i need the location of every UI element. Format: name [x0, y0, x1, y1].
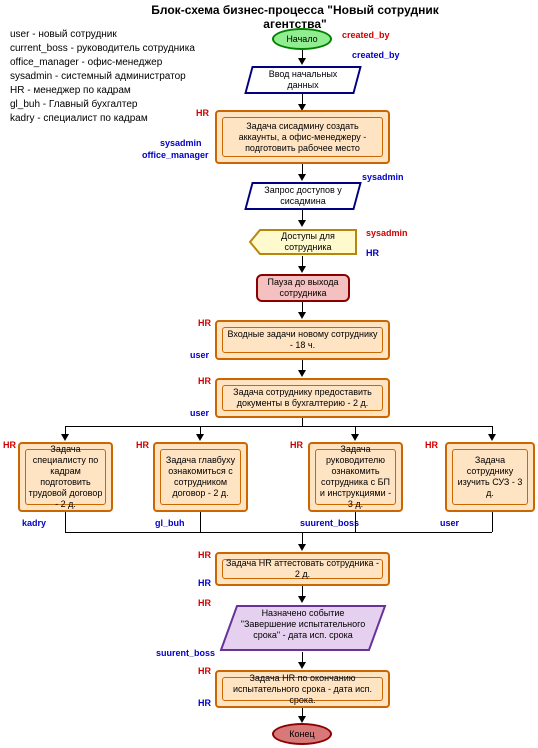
task-docs: Задача сотруднику предоставить документы… — [215, 378, 390, 418]
pause-label: Пауза до выхода сотрудника — [260, 277, 346, 299]
role-label: user — [190, 408, 209, 418]
task-user-suz: Задача сотруднику изучить СУЗ - 3 д. — [445, 442, 535, 512]
role-label: HR — [198, 598, 211, 608]
start-node: Начало — [272, 28, 332, 50]
diagram-title: Блок-схема бизнес-процесса "Новый сотруд… — [130, 3, 460, 31]
start-label: Начало — [286, 34, 317, 45]
task-attest: Задача HR аттестовать сотрудника - 2 д. — [215, 552, 390, 586]
role-label: HR — [290, 440, 303, 450]
access-req-label: Запрос доступов у сисадмина — [252, 185, 354, 207]
role-label: HR — [198, 578, 211, 588]
task-label: Задача сотруднику предоставить документы… — [225, 387, 380, 409]
legend-item: gl_buh - Главный бухгалтер — [10, 98, 195, 112]
task-label: Задача HR по окончанию испытательного ср… — [225, 673, 380, 706]
pause-node: Пауза до выхода сотрудника — [256, 274, 350, 302]
event-node: Назначено событие "Завершение испытатель… — [219, 604, 387, 652]
role-label: gl_buh — [155, 518, 185, 528]
task-label: Задача главбуху ознакомиться с сотрудник… — [163, 455, 238, 499]
legend-item: office_manager - офис-менеджер — [10, 56, 195, 70]
end-label: Конец — [289, 729, 314, 740]
task-sysadmin-office: Задача сисадмину создать аккаунты, а офи… — [215, 110, 390, 164]
task-label: Задача HR аттестовать сотрудника - 2 д. — [225, 558, 380, 580]
role-label: user — [190, 350, 209, 360]
end-node: Конец — [272, 723, 332, 745]
role-label: suurent_boss — [156, 648, 215, 658]
role-label: HR — [425, 440, 438, 450]
signal-label: Доступы для сотрудника — [248, 228, 358, 253]
role-label: HR — [3, 440, 16, 450]
role-label: HR — [198, 318, 211, 328]
role-label: HR — [366, 248, 379, 258]
role-label: suurent_boss — [300, 518, 359, 528]
input-data-node: Ввод начальных данных — [244, 66, 362, 94]
task-glbuh: Задача главбуху ознакомиться с сотрудник… — [153, 442, 248, 512]
task-label: Задача сотруднику изучить СУЗ - 3 д. — [455, 455, 525, 499]
task-final-hr: Задача HR по окончанию испытательного ср… — [215, 670, 390, 708]
role-label: kadry — [22, 518, 46, 528]
role-label: sysadmin — [366, 228, 408, 238]
role-label: HR — [198, 376, 211, 386]
task-label: Задача специалисту по кадрам подготовить… — [28, 444, 103, 510]
task-kadry: Задача специалисту по кадрам подготовить… — [18, 442, 113, 512]
role-label: HR — [198, 666, 211, 676]
role-label: created_by — [342, 30, 390, 40]
role-label: created_by — [352, 50, 400, 60]
input-label: Ввод начальных данных — [252, 69, 354, 91]
role-label: HR — [196, 108, 209, 118]
role-label: user — [440, 518, 459, 528]
event-label: Назначено событие "Завершение испытатель… — [219, 604, 387, 645]
flowchart-canvas: Блок-схема бизнес-процесса "Новый сотруд… — [0, 0, 538, 748]
role-label: office_manager — [142, 150, 209, 160]
legend-item: user - новый сотрудник — [10, 28, 195, 42]
legend-item: kadry - специалист по кадрам — [10, 112, 195, 126]
task-label: Входные задачи новому сотруднику - 18 ч. — [225, 329, 380, 351]
signal-node: Доступы для сотрудника — [248, 228, 358, 256]
task-boss-bp: Задача руководителю ознакомить сотрудник… — [308, 442, 403, 512]
access-request-node: Запрос доступов у сисадмина — [244, 182, 362, 210]
role-label: sysadmin — [362, 172, 404, 182]
legend-item: HR - менеджер по кадрам — [10, 84, 195, 98]
legend-item: sysadmin - системный администратор — [10, 70, 195, 84]
role-label: sysadmin — [160, 138, 202, 148]
role-label: HR — [198, 550, 211, 560]
role-label: HR — [136, 440, 149, 450]
task-label: Задача сисадмину создать аккаунты, а офи… — [225, 121, 380, 154]
task-incoming: Входные задачи новому сотруднику - 18 ч. — [215, 320, 390, 360]
role-label: HR — [198, 698, 211, 708]
legend-item: current_boss - руководитель сотрудника — [10, 42, 195, 56]
legend-block: user - новый сотрудник current_boss - ру… — [10, 28, 195, 126]
task-label: Задача руководителю ознакомить сотрудник… — [318, 444, 393, 510]
